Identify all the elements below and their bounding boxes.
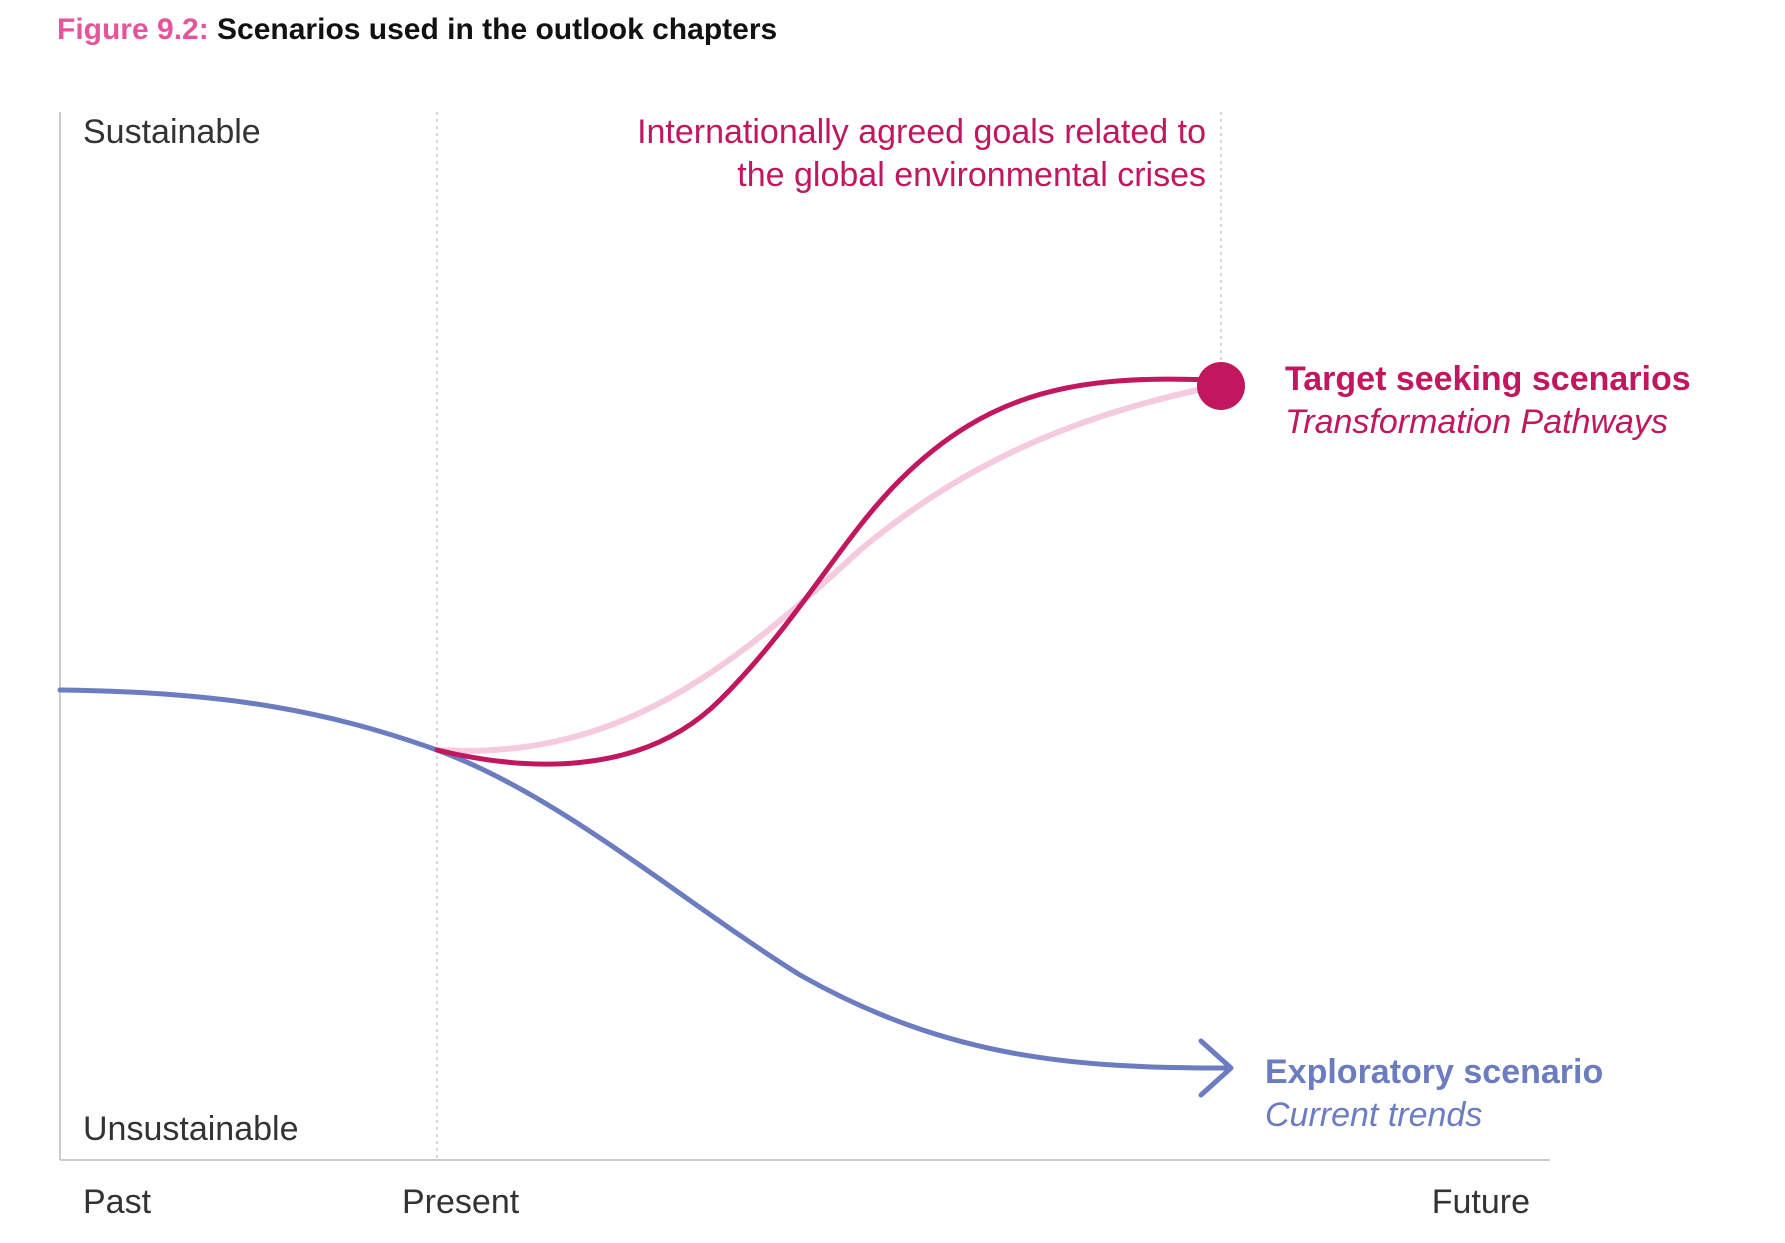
goal-annotation-line-2: the global environmental crises <box>737 156 1206 194</box>
x-axis-label-present: Present <box>402 1183 520 1221</box>
exploratory-arrowhead <box>1198 1038 1234 1098</box>
exploratory-scenario-subtitle: Current trends <box>1265 1096 1482 1134</box>
goal-annotation-line-1: Internationally agreed goals related to <box>637 113 1206 151</box>
figure-caption: Scenarios used in the outlook chapters <box>217 13 778 46</box>
target-scenario-title: Target seeking scenarios <box>1285 360 1691 398</box>
exploratory-scenario-line <box>57 687 1229 1071</box>
target-scenario-subtitle: Transformation Pathways <box>1285 403 1668 441</box>
x-axis-label-future: Future <box>1432 1183 1530 1221</box>
target-pathway-light <box>434 382 1224 754</box>
figure-number: Figure 9.2: <box>57 13 209 46</box>
y-axis-bottom-label: Unsustainable <box>83 1110 298 1148</box>
target-scenario-line <box>434 376 1213 767</box>
figure-title: Figure 9.2: Scenarios used in the outloo… <box>57 10 777 50</box>
target-endpoint-dot <box>1197 362 1245 410</box>
x-axis-label-past: Past <box>83 1183 152 1221</box>
exploratory-scenario-title: Exploratory scenario <box>1265 1053 1603 1091</box>
y-axis-top-label: Sustainable <box>83 113 261 151</box>
